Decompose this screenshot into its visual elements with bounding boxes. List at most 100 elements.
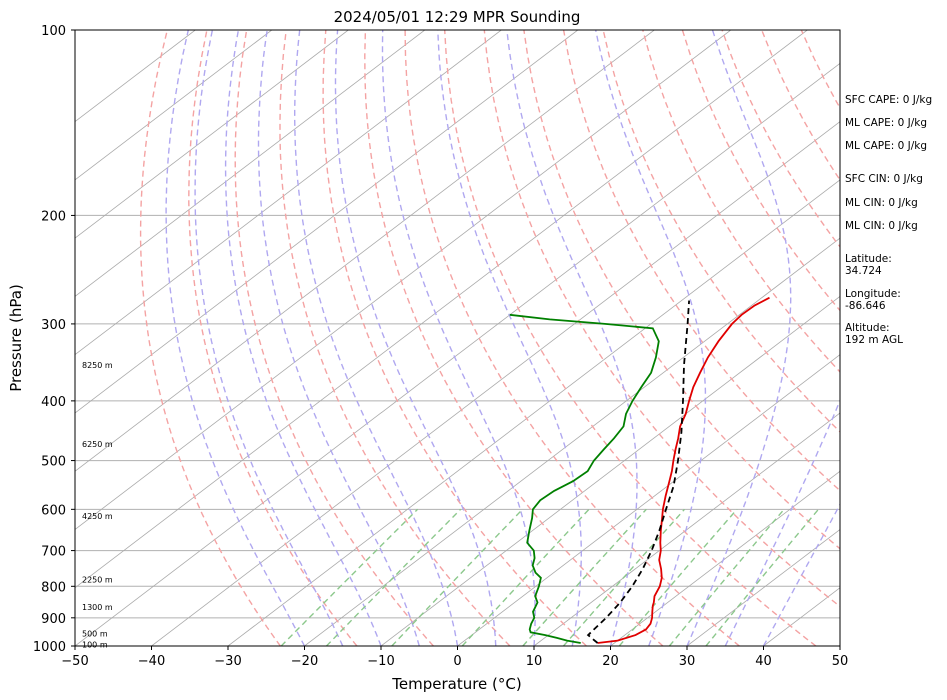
height-label: 2250 m bbox=[82, 576, 113, 585]
x-tick-label: 20 bbox=[602, 654, 619, 669]
moist-adiabat bbox=[224, 30, 382, 646]
mixing-ratio-line bbox=[522, 508, 647, 646]
x-tick-label: −30 bbox=[214, 654, 241, 669]
chart-title: 2024/05/01 12:29 MPR Sounding bbox=[334, 8, 581, 26]
isotherm-line bbox=[75, 30, 273, 181]
dry-adiabat bbox=[404, 30, 740, 646]
annotation-text: Altitude: bbox=[845, 322, 890, 334]
isotherm-line bbox=[75, 30, 655, 472]
isotherm-line bbox=[457, 354, 840, 646]
annotation-text: SFC CIN: 0 J/kg bbox=[845, 173, 923, 185]
isotherm-line bbox=[75, 30, 502, 356]
parcel-path-line bbox=[586, 300, 690, 644]
y-tick-label: 900 bbox=[41, 612, 66, 627]
annotation-text: ML CIN: 0 J/kg bbox=[845, 220, 918, 232]
mixing-ratio-line bbox=[280, 508, 419, 646]
data-series bbox=[509, 296, 770, 644]
isotherm-line bbox=[75, 30, 196, 123]
y-tick-label: 200 bbox=[41, 209, 66, 224]
y-tick-label: 500 bbox=[41, 455, 66, 470]
isotherm-line bbox=[610, 470, 840, 646]
annotation-text: SFC CAPE: 0 J/kg bbox=[845, 94, 932, 106]
dry-adiabat bbox=[279, 30, 511, 646]
temperature-line bbox=[597, 296, 770, 644]
height-label: 1300 m bbox=[82, 603, 113, 612]
x-tick-label: 10 bbox=[526, 654, 543, 669]
moist-adiabat bbox=[294, 30, 459, 646]
mixing-ratio-line bbox=[391, 508, 524, 646]
moist-adiabat bbox=[381, 30, 536, 646]
height-label: 4250 m bbox=[82, 512, 113, 521]
dry-adiabat bbox=[562, 30, 840, 492]
dewpoint-line bbox=[509, 313, 660, 644]
background-lines bbox=[75, 30, 840, 646]
y-axis-label: Pressure (hPa) bbox=[7, 284, 25, 392]
y-tick-label: 400 bbox=[41, 395, 66, 410]
dry-adiabat bbox=[234, 30, 434, 646]
mixing-ratio-line bbox=[668, 508, 785, 646]
x-tick-label: −20 bbox=[291, 654, 318, 669]
annotation-text: 192 m AGL bbox=[845, 334, 903, 346]
x-tick-label: 50 bbox=[832, 654, 849, 669]
y-tick-label: 800 bbox=[41, 580, 66, 595]
height-label: 100 m bbox=[82, 641, 108, 650]
x-tick-label: 0 bbox=[453, 654, 461, 669]
x-axis-label: Temperature (°C) bbox=[391, 675, 521, 693]
isotherm-line bbox=[686, 528, 840, 646]
moist-adiabat bbox=[257, 30, 420, 646]
annotation-text: ML CIN: 0 J/kg bbox=[845, 197, 918, 209]
moist-adiabat bbox=[334, 30, 497, 646]
dry-adiabat bbox=[523, 30, 840, 550]
x-tick-label: 30 bbox=[679, 654, 696, 669]
height-label: 500 m bbox=[82, 630, 108, 639]
isotherm-line bbox=[75, 30, 426, 297]
mixing-ratio-line bbox=[461, 508, 590, 646]
isotherm-line bbox=[533, 412, 840, 646]
isotherm-line bbox=[75, 62, 840, 646]
height-label: 6250 m bbox=[82, 440, 113, 449]
dry-adiabat bbox=[444, 30, 817, 646]
y-tick-label: 700 bbox=[41, 545, 66, 560]
x-tick-label: −10 bbox=[367, 654, 394, 669]
mixing-ratio-line bbox=[562, 508, 686, 646]
dry-adiabat bbox=[364, 30, 664, 646]
isotherm-line bbox=[75, 30, 732, 530]
mixing-ratio-line bbox=[325, 508, 462, 646]
mixing-ratio-line bbox=[705, 508, 820, 646]
isotherm-line bbox=[304, 237, 840, 646]
annotation-text: ML CAPE: 0 J/kg bbox=[845, 117, 927, 129]
dry-adiabat bbox=[139, 30, 281, 646]
moist-adiabat bbox=[506, 30, 638, 646]
annotation-text: ML CAPE: 0 J/kg bbox=[845, 140, 927, 152]
isotherm-line bbox=[75, 30, 808, 589]
height-label: 8250 m bbox=[82, 361, 113, 370]
moist-adiabat bbox=[595, 30, 707, 646]
height-labels: 100 m 500 m 1300 m 2250 m 4250 m 6250 m 8250 m bbox=[82, 361, 113, 650]
isotherm-line bbox=[75, 30, 349, 239]
y-tick-label: 100 bbox=[41, 24, 66, 39]
dry-adiabat bbox=[483, 30, 840, 608]
isotherm-line bbox=[75, 30, 579, 414]
isotherm-line bbox=[151, 121, 840, 646]
y-tick-label: 600 bbox=[41, 503, 66, 518]
x-tick-label: 40 bbox=[755, 654, 772, 669]
moist-adiabat bbox=[165, 30, 306, 646]
annotation-text: 34.724 bbox=[845, 265, 882, 277]
isotherm-line bbox=[227, 179, 840, 646]
dry-adiabat bbox=[322, 30, 587, 646]
moist-adiabat bbox=[686, 30, 792, 646]
mixing-ratio-line bbox=[618, 508, 738, 646]
annotation-text: Latitude: bbox=[845, 253, 892, 265]
annotation-text: -86.646 bbox=[845, 300, 886, 312]
moist-adiabat bbox=[437, 30, 582, 646]
isotherm-line bbox=[380, 295, 840, 646]
x-tick-label: −40 bbox=[138, 654, 165, 669]
y-tick-label: 300 bbox=[41, 318, 66, 333]
annotation-text: Longitude: bbox=[845, 288, 901, 300]
annotations-panel: SFC CAPE: 0 J/kg ML CAPE: 0 J/kg ML CAPE: … bbox=[845, 94, 932, 346]
x-tick-label: −50 bbox=[61, 654, 88, 669]
y-tick-label: 1000 bbox=[33, 640, 66, 655]
axis-ticks: −50 −40 −30 −20 −10 0 10 20 30 40 50 1000 900 800 700 6… bbox=[33, 24, 848, 669]
moist-adiabat bbox=[194, 30, 344, 646]
